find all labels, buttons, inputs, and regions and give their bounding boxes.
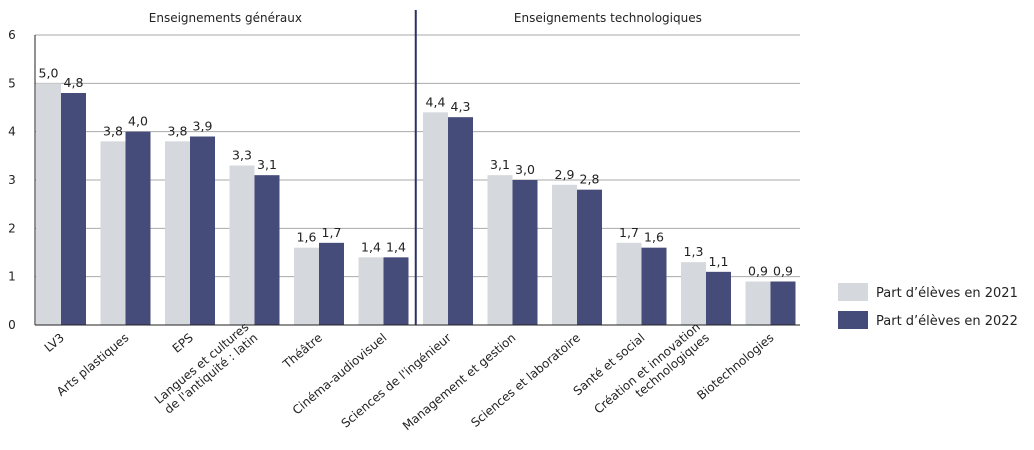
bar xyxy=(190,136,215,325)
y-tick-label: 3 xyxy=(8,173,16,187)
bar xyxy=(125,131,151,325)
value-label: 3,8 xyxy=(168,123,188,138)
x-tick-label: Management et gestion xyxy=(400,331,519,434)
x-tick-label: Sciences de l'ingénieur xyxy=(339,331,454,431)
bar xyxy=(681,262,706,325)
bar xyxy=(294,247,319,325)
bar xyxy=(770,281,796,325)
y-tick-label: 6 xyxy=(8,28,16,42)
value-label: 1,6 xyxy=(297,230,317,245)
bar xyxy=(745,281,771,325)
bar xyxy=(254,175,280,325)
group-label: Enseignements technologiques xyxy=(514,11,702,25)
y-tick-label: 5 xyxy=(8,76,16,90)
value-label: 3,3 xyxy=(232,148,252,163)
bar xyxy=(616,242,642,325)
x-tick-label: Création et innovationtechnologiques xyxy=(591,320,712,427)
value-label: 2,9 xyxy=(555,167,575,182)
value-label: 3,9 xyxy=(193,119,213,134)
value-label: 1,4 xyxy=(386,239,406,254)
value-label: 1,7 xyxy=(322,225,342,240)
value-label: 1,4 xyxy=(361,239,381,254)
x-tick-label: Langues et culturesde l'antiquité : lati… xyxy=(152,320,261,418)
value-label: 1,6 xyxy=(644,230,664,245)
x-tick-label: EPS xyxy=(170,331,196,356)
value-label: 4,0 xyxy=(128,114,148,129)
value-label: 5,0 xyxy=(39,65,59,80)
value-label: 2,8 xyxy=(580,172,600,187)
value-label: 3,8 xyxy=(103,123,123,138)
x-tick-label: Sciences et laboratoire xyxy=(468,331,583,430)
bar xyxy=(319,242,344,325)
y-tick-label: 0 xyxy=(8,318,16,332)
x-tick-label: Théâtre xyxy=(280,331,325,372)
bar xyxy=(552,184,577,325)
legend-label: Part d’élèves en 2021 xyxy=(876,286,1018,301)
value-label: 3,1 xyxy=(257,157,277,172)
bar xyxy=(512,180,538,325)
value-label: 0,9 xyxy=(773,264,793,279)
bar xyxy=(165,141,190,325)
bar xyxy=(487,175,513,325)
legend-swatch xyxy=(838,283,868,301)
y-tick-label: 1 xyxy=(8,270,16,284)
y-tick-label: 4 xyxy=(8,125,16,139)
bar xyxy=(36,83,61,325)
value-label: 1,7 xyxy=(619,225,639,240)
group-label: Enseignements généraux xyxy=(149,11,302,25)
value-label: 1,3 xyxy=(684,244,704,259)
y-tick-label: 2 xyxy=(8,221,16,235)
bar xyxy=(641,247,667,325)
bar xyxy=(61,93,86,325)
bar xyxy=(358,257,384,325)
value-label: 3,1 xyxy=(490,157,510,172)
x-tick-label: LV3 xyxy=(42,331,67,355)
bar xyxy=(100,141,126,325)
value-label: 3,0 xyxy=(515,162,535,177)
bar xyxy=(706,271,731,325)
bar xyxy=(577,189,602,325)
x-tick-label-line: Langues et cultures xyxy=(152,320,252,407)
value-label: 4,8 xyxy=(64,75,84,90)
bar xyxy=(448,117,473,326)
value-label: 4,4 xyxy=(426,94,446,109)
value-label: 4,3 xyxy=(451,99,471,114)
value-label: 1,1 xyxy=(709,254,729,269)
bar xyxy=(383,257,409,325)
value-label: 0,9 xyxy=(748,264,768,279)
bar xyxy=(229,165,255,325)
legend-label: Part d’élèves en 2022 xyxy=(876,314,1018,329)
legend-swatch xyxy=(838,311,868,329)
bar xyxy=(423,112,448,325)
